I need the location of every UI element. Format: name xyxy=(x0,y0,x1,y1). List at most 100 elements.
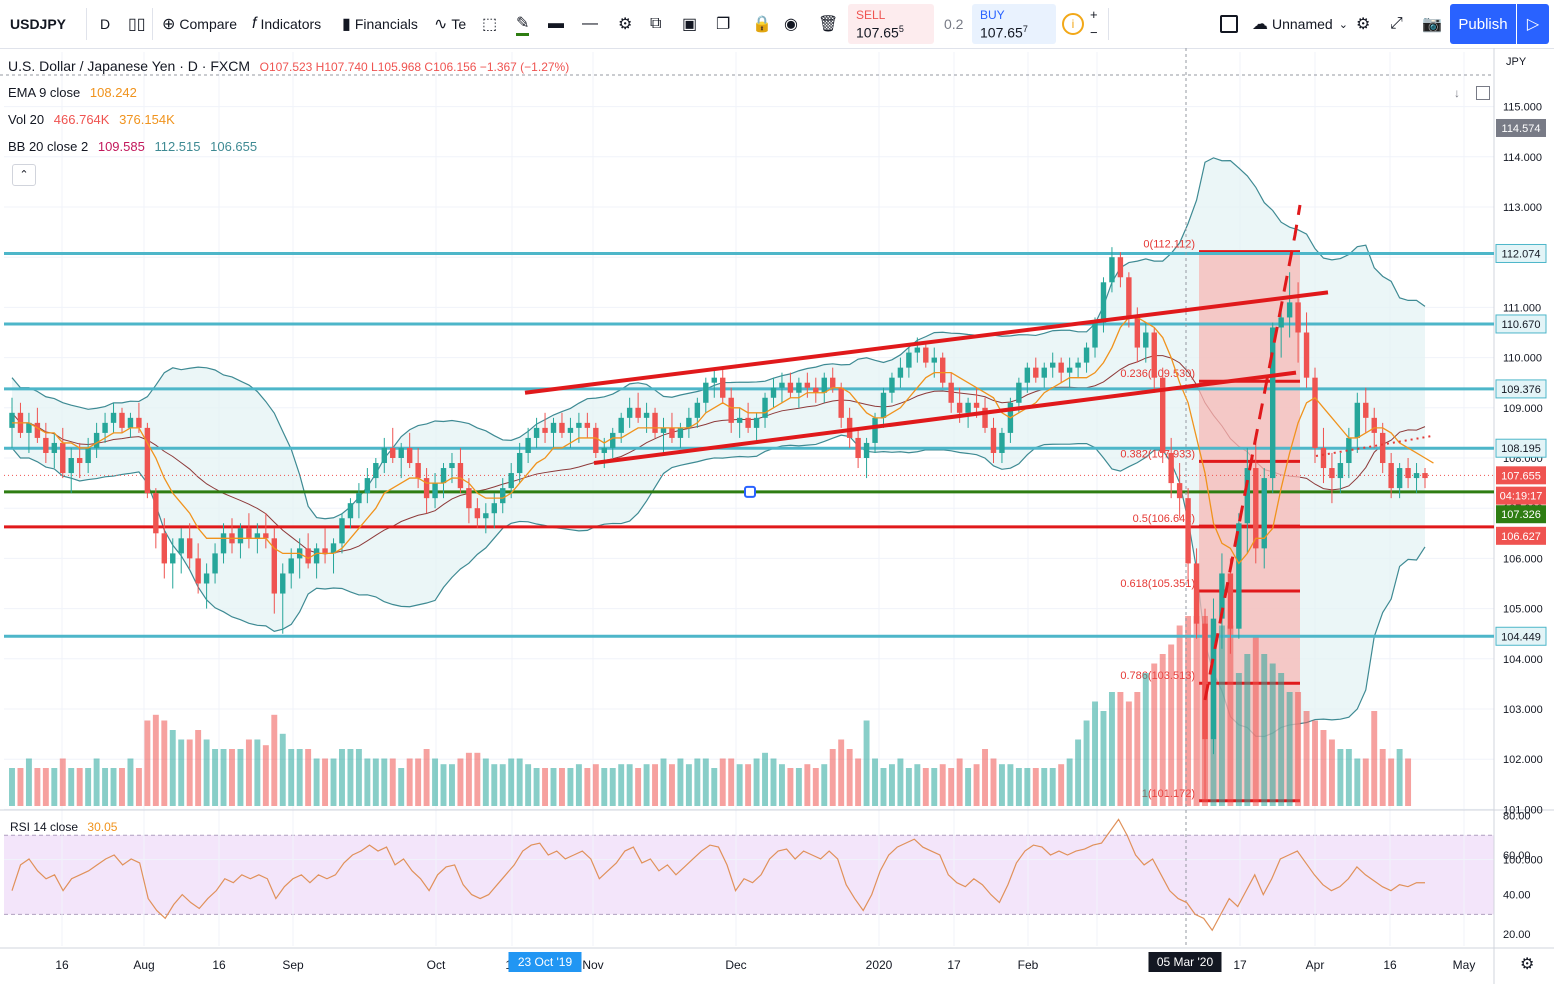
candle-body xyxy=(119,412,125,428)
volume-bar xyxy=(1261,654,1268,806)
legend-bb-row[interactable]: BB 20 close 2 109.585 112.515 106.655 xyxy=(8,137,575,164)
screenshot-button[interactable]: 📷 xyxy=(1422,6,1446,42)
volume-bar xyxy=(1193,616,1200,806)
rsi-legend: RSI 14 close 30.05 xyxy=(10,820,117,834)
alert-tool-button[interactable]: ⧉ xyxy=(650,6,665,42)
chart-area[interactable]: 0(112.112) 0.236(109.530) 0.382(107.933) 0.… xyxy=(0,48,1554,984)
candle-body xyxy=(525,437,531,453)
channel-upper-line xyxy=(524,290,1329,395)
time-tick-label: Dec xyxy=(725,958,746,972)
candle-body xyxy=(203,573,210,584)
indicators-button[interactable]: f Indicators xyxy=(252,6,321,42)
volume-bar xyxy=(127,758,134,806)
fullscreen-toggle-button[interactable] xyxy=(1220,6,1238,42)
candle-body xyxy=(660,427,667,433)
hide-button[interactable]: ◉ xyxy=(784,6,802,42)
brush-tool-button[interactable]: ✎ xyxy=(516,6,533,42)
vol-ma-value: 376.154K xyxy=(119,112,175,127)
line-width-button[interactable]: ▬ xyxy=(548,6,568,42)
expand-icon: ⤢ xyxy=(1390,15,1403,32)
volume-bar xyxy=(76,768,83,806)
chart-type-button[interactable]: ▯▯ xyxy=(128,6,150,42)
volume-bar xyxy=(364,758,371,806)
volume-bar xyxy=(1168,644,1175,806)
volume-bar xyxy=(1278,673,1285,806)
candle-body xyxy=(779,382,785,388)
candle-body xyxy=(1083,347,1090,363)
sell-button[interactable]: SELL 107.655 xyxy=(848,4,934,44)
volume-bar xyxy=(1058,764,1065,806)
volume-bar xyxy=(1379,749,1386,806)
candle-body xyxy=(1371,417,1377,433)
candle-body xyxy=(720,377,726,398)
layout-name-label: Unnamed xyxy=(1272,16,1333,32)
time-axis[interactable]: 16Aug16SepOct16NovDec202017Feb17Apr16May… xyxy=(55,952,1475,972)
delete-button[interactable]: 🗑 xyxy=(818,6,842,42)
legend-ema-row[interactable]: EMA 9 close 108.242 xyxy=(8,83,575,110)
volume-bar xyxy=(626,764,633,806)
chart-settings-button[interactable]: ⚙ xyxy=(1356,6,1374,42)
buy-button[interactable]: BUY 107.657 xyxy=(972,4,1056,44)
interval-button[interactable]: D xyxy=(100,6,110,42)
candle-body xyxy=(1050,362,1056,368)
minus-icon[interactable]: − xyxy=(1090,25,1098,40)
info-button[interactable]: i xyxy=(1062,6,1084,42)
line-handle xyxy=(744,485,756,498)
candle-body xyxy=(280,573,286,594)
lock-icon: 🔒 xyxy=(752,16,772,33)
volume-bar xyxy=(982,749,988,806)
price-axis[interactable]: 115.000114.000113.000112.000111.000110.0… xyxy=(1495,102,1547,942)
lock-button[interactable]: 🔒 xyxy=(752,6,776,42)
price-tick-label: 103.000 xyxy=(1503,704,1543,716)
clone-button[interactable]: ❐ xyxy=(716,6,734,42)
volume-bar xyxy=(584,768,591,806)
candle-body xyxy=(770,387,777,398)
time-tick-label: 17 xyxy=(1233,958,1247,972)
symbol-search[interactable]: USDJPY xyxy=(10,6,66,42)
bb-upper-line xyxy=(11,157,1426,520)
visual-order-button[interactable]: ▣ xyxy=(682,6,701,42)
volume-bar xyxy=(1142,673,1149,806)
plus-icon[interactable]: + xyxy=(1090,7,1098,22)
fullscreen-button[interactable]: ⤢ xyxy=(1390,6,1407,42)
line-style-button[interactable]: — xyxy=(582,6,602,42)
select-tool-button[interactable]: ⬚ xyxy=(482,6,501,42)
volume-bar xyxy=(305,749,312,806)
volume-bar xyxy=(1235,673,1242,806)
layout-menu-button[interactable]: ☁ Unnamed ⌄ xyxy=(1252,6,1352,42)
candle-body xyxy=(1143,332,1149,348)
eye-icon: ◉ xyxy=(784,16,798,33)
rsi-tick-label: 40.00 xyxy=(1503,890,1531,902)
volume-bar xyxy=(931,768,938,806)
financials-button[interactable]: ▮ Financials xyxy=(342,6,418,42)
candles xyxy=(9,247,1428,800)
volume-bar xyxy=(432,758,439,806)
volume-bar xyxy=(905,768,912,806)
settings-tool-button[interactable]: ⚙ xyxy=(618,6,636,42)
volume-bar xyxy=(245,739,252,806)
chevron-down-icon: ⌄ xyxy=(1338,18,1348,31)
publish-button[interactable]: Publish xyxy=(1450,4,1516,44)
scroll-down-icon[interactable]: ↓ xyxy=(1454,86,1460,100)
candle-body xyxy=(102,422,108,433)
candle-body xyxy=(1075,362,1081,368)
volume-bar xyxy=(322,758,329,806)
templates-button[interactable]: ∿ Te xyxy=(434,6,466,42)
publish-menu-button[interactable]: ▷ xyxy=(1517,4,1549,44)
gear-icon: ⚙ xyxy=(618,16,633,33)
candle-body xyxy=(246,528,252,539)
compare-button[interactable]: ⊕ Compare xyxy=(162,6,237,42)
volume-bar xyxy=(499,764,506,806)
time-tick-label: 2020 xyxy=(866,958,893,972)
restore-icon[interactable] xyxy=(1476,86,1490,100)
time-tick-label: 16 xyxy=(55,958,69,972)
legend-vol-row[interactable]: Vol 20 466.764K 376.154K xyxy=(8,110,575,137)
collapse-legend-button[interactable]: ⌃ xyxy=(12,164,36,186)
candle-body xyxy=(288,558,294,574)
candle-body xyxy=(999,432,1005,453)
drawings[interactable] xyxy=(524,204,1433,701)
chart-settings-gear-icon[interactable]: ⚙ xyxy=(1520,956,1535,973)
bb-label: BB 20 close 2 xyxy=(8,139,89,154)
rsi-band xyxy=(4,835,1494,915)
candle-body xyxy=(550,422,557,433)
